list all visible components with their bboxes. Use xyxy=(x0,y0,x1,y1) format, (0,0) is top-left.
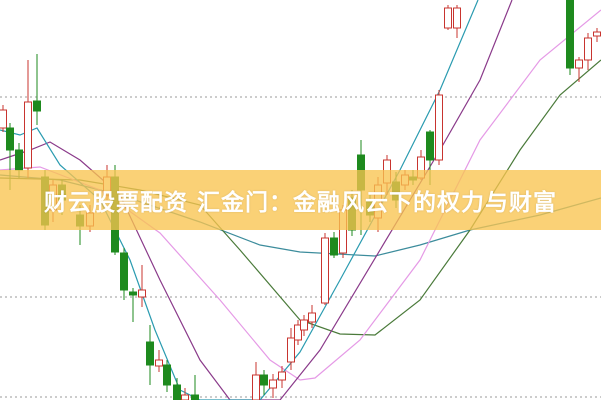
candle-up xyxy=(321,237,329,304)
candle-up xyxy=(435,94,443,161)
candle-up xyxy=(444,7,452,29)
candle-up xyxy=(593,31,601,37)
candle-down xyxy=(120,252,128,291)
candle-up xyxy=(575,59,583,69)
candle-up xyxy=(584,37,592,61)
candle-up xyxy=(0,109,7,129)
candle-up xyxy=(278,371,286,381)
headline-text: 财云股票配资 汇金门：金融风云下的权力与财富 xyxy=(43,190,557,216)
candle-down xyxy=(260,374,268,386)
candle-down xyxy=(191,394,199,400)
candle-down xyxy=(129,291,137,296)
candle-down xyxy=(173,384,181,400)
candle-down xyxy=(566,0,574,69)
candle-up xyxy=(300,319,308,331)
candle-down xyxy=(15,149,23,171)
candle-up xyxy=(269,379,277,389)
candle-up xyxy=(155,359,163,367)
candle-down xyxy=(163,364,171,386)
candle-up xyxy=(138,289,146,298)
candle-down xyxy=(426,131,434,161)
candle-up xyxy=(308,312,316,323)
candle-up xyxy=(287,337,295,363)
candle-down xyxy=(6,127,14,151)
candle-down xyxy=(33,100,41,112)
candle-up xyxy=(181,394,189,400)
candle-down xyxy=(146,341,154,366)
candle-up xyxy=(252,374,260,400)
headline-banner: 财云股票配资 汇金门：金融风云下的权力与财富 xyxy=(0,170,601,230)
candle-up xyxy=(294,324,302,341)
candle-up xyxy=(453,7,461,29)
candle-up xyxy=(24,101,32,169)
candle-down xyxy=(330,237,338,256)
